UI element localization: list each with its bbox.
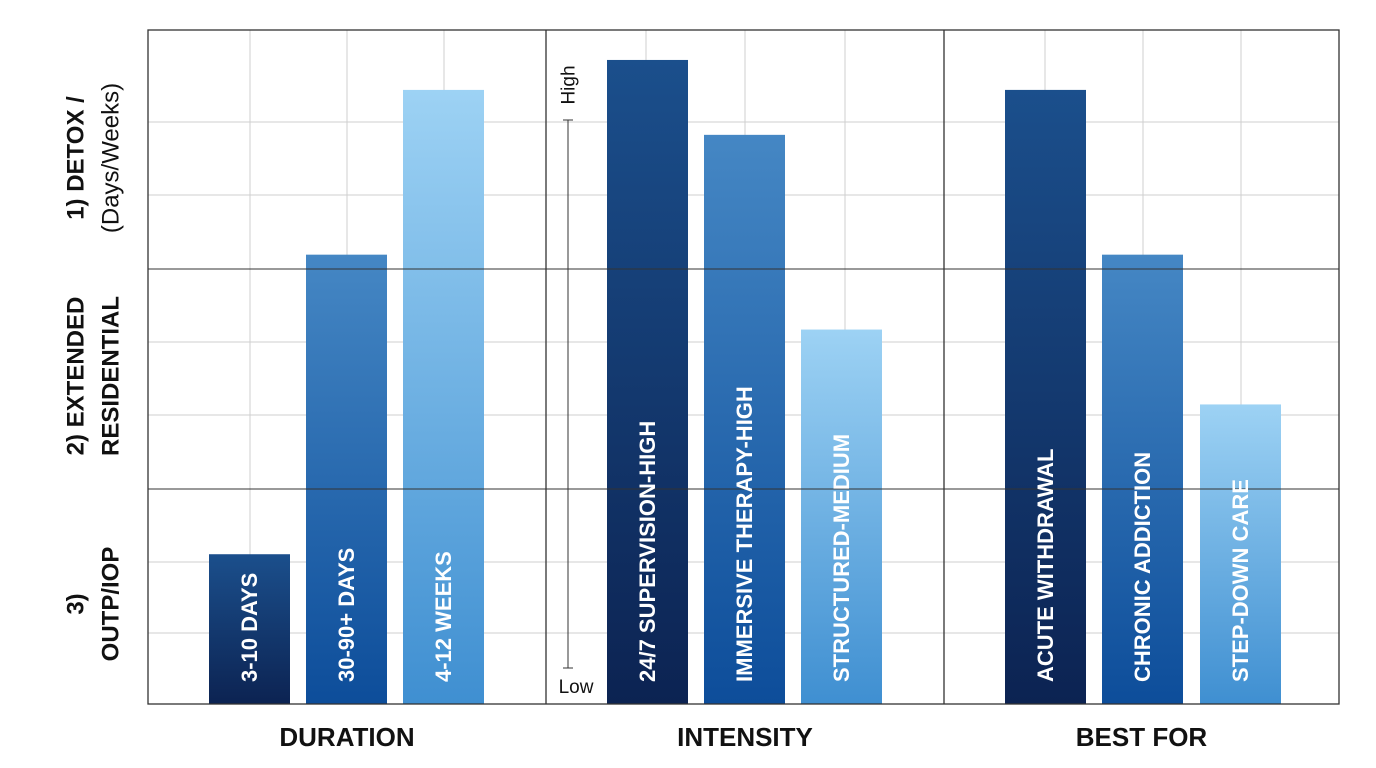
bar-label: 30-90+ DAYS [334,548,359,682]
bar-label: 24/7 SUPERVISION-HIGH [635,421,660,682]
panel-label: DURATION [279,722,414,752]
bar-label: CHRONIC ADDICTION [1130,452,1155,682]
bar-duration-3 [403,89,484,704]
bar-best-for-2 [1102,254,1183,704]
labels: 3-10 DAYS 30-90+ DAYS 4-12 WEEKS 24/7 SUPER… [63,65,1254,752]
bar-label: STEP-DOWN CARE [1228,479,1253,682]
bar-duration-2 [306,254,387,704]
bar-label: 3-10 DAYS [237,573,262,682]
intensity-high-label: High [559,65,580,104]
bar-duration-1 [209,554,290,704]
row-label: RESIDENTIAL [98,296,125,456]
row-label: 1) DETOX / [63,96,90,220]
row-label: (Days/Weeks) [98,83,125,233]
panel-label: BEST FOR [1076,722,1208,752]
bar-label: IMMERSIVE THERAPY-HIGH [732,386,757,682]
row-label: 3) [63,593,90,614]
row-label: 2) EXTENDED [63,297,90,456]
intensity-low-label: Low [559,677,594,698]
bar-intensity-2 [704,134,785,704]
row-label: OUTP/IOP [98,547,125,662]
bar-best-for-3 [1200,404,1281,704]
chart-frame [147,29,1340,705]
bar-intensity-1 [607,59,688,704]
plot-border [147,29,1340,705]
bar-label: STRUCTURED-MEDIUM [829,434,854,682]
bar-intensity-3 [801,329,882,704]
bars [209,59,1281,704]
bar-label: 4-12 WEEKS [431,551,456,682]
bar-label: ACUTE WITHDRAWAL [1033,449,1058,682]
bar-best-for-1 [1005,89,1086,704]
panel-label: INTENSITY [677,722,813,752]
